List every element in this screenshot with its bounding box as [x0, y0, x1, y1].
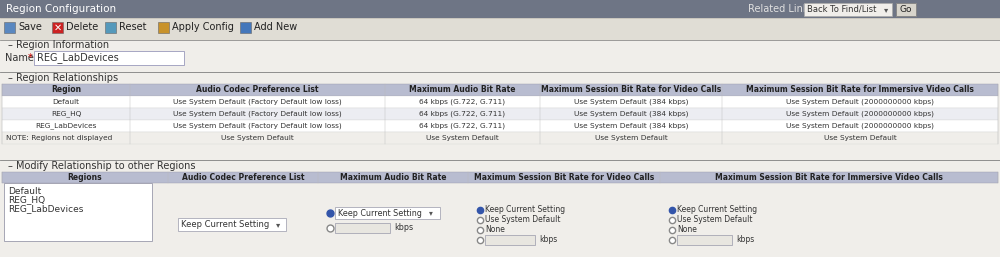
Text: kbps: kbps	[394, 224, 413, 233]
Text: Keep Current Setting: Keep Current Setting	[677, 206, 757, 215]
Bar	[677, 235, 732, 245]
Text: Go: Go	[900, 5, 912, 14]
Text: Add New: Add New	[254, 23, 297, 32]
Bar	[0, 18, 1000, 40]
Text: Default: Default	[8, 187, 41, 196]
Text: Keep Current Setting: Keep Current Setting	[485, 206, 565, 215]
Text: Region: Region	[51, 86, 81, 95]
Text: Use System Default: Use System Default	[221, 135, 294, 141]
Text: None: None	[485, 225, 505, 234]
Bar	[335, 223, 390, 233]
Bar	[158, 22, 169, 33]
Bar	[52, 22, 63, 33]
Text: Keep Current Setting: Keep Current Setting	[181, 220, 269, 229]
Text: REG_LabDevices: REG_LabDevices	[8, 205, 83, 214]
Text: Maximum Audio Bit Rate: Maximum Audio Bit Rate	[409, 86, 516, 95]
Bar	[105, 22, 116, 33]
Text: Keep Current Setting: Keep Current Setting	[338, 208, 422, 217]
Text: Maximum Session Bit Rate for Immersive Video Calls: Maximum Session Bit Rate for Immersive V…	[715, 173, 943, 182]
Bar	[0, 160, 1000, 257]
Text: Use System Default (2000000000 kbps): Use System Default (2000000000 kbps)	[786, 111, 934, 117]
Bar	[2, 132, 998, 144]
Text: Use System Default (384 kbps): Use System Default (384 kbps)	[574, 111, 688, 117]
Text: Use System Default (384 kbps): Use System Default (384 kbps)	[574, 123, 688, 129]
Bar	[0, 40, 1000, 72]
Text: Use System Default: Use System Default	[426, 135, 499, 141]
Text: Use System Default (Factory Default low loss): Use System Default (Factory Default low …	[173, 99, 342, 105]
Text: kbps: kbps	[539, 235, 557, 244]
Text: Name: Name	[5, 53, 34, 63]
Text: Use System Default: Use System Default	[485, 216, 560, 225]
Text: Maximum Audio Bit Rate: Maximum Audio Bit Rate	[340, 173, 446, 182]
Text: ✕: ✕	[53, 23, 62, 32]
Text: Use System Default: Use System Default	[677, 216, 753, 225]
Text: Regions: Regions	[68, 173, 102, 182]
Bar	[34, 51, 184, 65]
Text: Use System Default (2000000000 kbps): Use System Default (2000000000 kbps)	[786, 99, 934, 105]
Text: Reset: Reset	[119, 23, 146, 32]
Text: – Region Relationships: – Region Relationships	[8, 73, 118, 83]
Bar	[2, 96, 998, 108]
Bar	[485, 235, 535, 245]
Text: 64 kbps (G.722, G.711): 64 kbps (G.722, G.711)	[419, 123, 506, 129]
Text: REG_HQ: REG_HQ	[8, 196, 45, 205]
Text: ▾: ▾	[429, 208, 433, 217]
Text: Use System Default (Factory Default low loss): Use System Default (Factory Default low …	[173, 111, 342, 117]
Text: – Region Information: – Region Information	[8, 40, 109, 50]
Bar	[0, 0, 1000, 18]
Text: Use System Default (384 kbps): Use System Default (384 kbps)	[574, 99, 688, 105]
Bar	[4, 22, 15, 33]
Text: REG_LabDevices: REG_LabDevices	[37, 52, 119, 63]
Text: *: *	[28, 53, 33, 63]
Text: 64 kbps (G.722, G.711): 64 kbps (G.722, G.711)	[419, 111, 506, 117]
Text: ▾: ▾	[276, 220, 280, 229]
Text: Apply Config: Apply Config	[172, 23, 234, 32]
Bar	[2, 84, 998, 96]
Text: REG_HQ: REG_HQ	[51, 111, 81, 117]
Text: kbps: kbps	[736, 235, 754, 244]
Text: NOTE: Regions not displayed: NOTE: Regions not displayed	[6, 135, 112, 141]
Text: 64 kbps (G.722, G.711): 64 kbps (G.722, G.711)	[419, 99, 506, 105]
Text: Delete: Delete	[66, 23, 98, 32]
Text: None: None	[677, 225, 697, 234]
Bar	[240, 22, 251, 33]
Text: Region Configuration: Region Configuration	[6, 4, 116, 14]
Text: Related Links:: Related Links:	[748, 4, 817, 14]
Bar	[2, 120, 998, 132]
Bar	[896, 3, 916, 16]
Text: Use System Default: Use System Default	[824, 135, 896, 141]
Text: Maximum Session Bit Rate for Video Calls: Maximum Session Bit Rate for Video Calls	[474, 173, 654, 182]
Text: Back To Find/List: Back To Find/List	[807, 5, 876, 14]
Text: Maximum Session Bit Rate for Immersive Video Calls: Maximum Session Bit Rate for Immersive V…	[746, 86, 974, 95]
Bar	[804, 3, 892, 16]
Text: – Modify Relationship to other Regions: – Modify Relationship to other Regions	[8, 161, 196, 171]
Text: Audio Codec Preference List: Audio Codec Preference List	[196, 86, 319, 95]
Bar	[4, 183, 152, 241]
Text: Use System Default (Factory Default low loss): Use System Default (Factory Default low …	[173, 123, 342, 129]
Text: Default: Default	[52, 99, 80, 105]
Text: Audio Codec Preference List: Audio Codec Preference List	[182, 173, 304, 182]
Bar	[178, 218, 286, 231]
Text: Save: Save	[18, 23, 42, 32]
Text: Use System Default: Use System Default	[595, 135, 667, 141]
Bar	[2, 172, 998, 183]
Text: REG_LabDevices: REG_LabDevices	[35, 123, 97, 129]
Bar	[335, 207, 440, 219]
Bar	[0, 72, 1000, 160]
Bar	[2, 108, 998, 120]
Text: Use System Default (2000000000 kbps): Use System Default (2000000000 kbps)	[786, 123, 934, 129]
Text: Maximum Session Bit Rate for Video Calls: Maximum Session Bit Rate for Video Calls	[541, 86, 721, 95]
Text: ▾: ▾	[884, 5, 888, 14]
